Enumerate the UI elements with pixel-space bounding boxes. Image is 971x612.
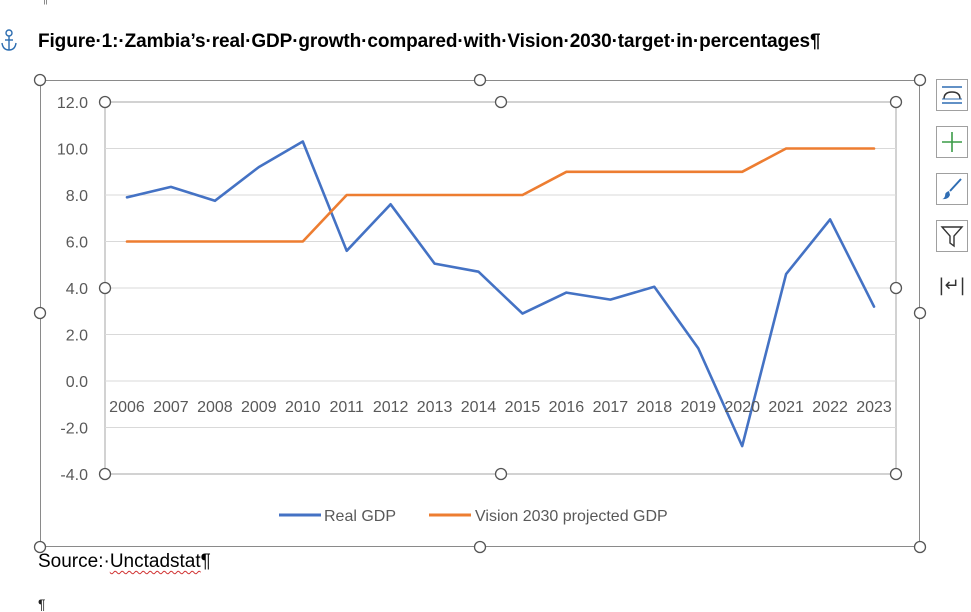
handle-middle-right[interactable] <box>913 306 927 320</box>
x-tick-label: 2008 <box>197 399 233 416</box>
handle-bottom-middle[interactable] <box>473 540 487 554</box>
handle-middle-left[interactable] <box>33 306 47 320</box>
x-tick-label: 2016 <box>549 399 585 416</box>
x-tick-label: 2017 <box>593 399 629 416</box>
layout-options-icon <box>942 86 962 104</box>
y-tick-label: 12.0 <box>57 95 88 112</box>
plot-handle-bottom-left[interactable] <box>98 467 112 481</box>
handle-bottom-left[interactable] <box>33 540 47 554</box>
plot-handle-bottom-right[interactable] <box>889 467 903 481</box>
paintbrush-icon <box>942 178 962 200</box>
chart-styles-button[interactable] <box>936 173 968 205</box>
y-tick-label: 10.0 <box>57 142 88 159</box>
series-line-real-gdp[interactable] <box>125 140 876 448</box>
x-tick-label: 2019 <box>680 399 716 416</box>
x-tick-label: 2007 <box>153 399 189 416</box>
layout-options-button[interactable] <box>936 79 968 111</box>
legend[interactable]: Real GDP Vision 2030 projected GDP <box>279 508 668 525</box>
chart-elements-button[interactable] <box>936 126 968 158</box>
figure-caption: Figure·1:·Zambia’s·real·GDP·growth·compa… <box>38 31 821 52</box>
y-tick-label: 2.0 <box>66 328 88 345</box>
x-tick-label: 2010 <box>285 399 321 416</box>
handle-top-left[interactable] <box>33 73 47 87</box>
x-tick-label: 2011 <box>329 399 364 416</box>
x-tick-label: 2018 <box>637 399 673 416</box>
series-lines[interactable] <box>125 140 876 448</box>
paragraph-mark: ¶ <box>42 0 48 6</box>
handle-top-middle[interactable] <box>473 73 487 87</box>
x-axis-labels: 2006 2007 2008 2009 2010 2011 2012 2013 2014 2015… <box>109 399 892 416</box>
handle-top-right[interactable] <box>913 73 927 87</box>
series-line-vision-gdp[interactable] <box>125 147 876 243</box>
chart-filters-button[interactable] <box>936 220 968 252</box>
plot-handle-top-right[interactable] <box>889 95 903 109</box>
x-tick-label: 2021 <box>768 399 804 416</box>
anchor-icon[interactable] <box>0 28 20 54</box>
source-paragraph-mark: ¶ <box>200 551 211 572</box>
x-tick-label: 2022 <box>812 399 848 416</box>
y-tick-label: 4.0 <box>66 281 88 298</box>
funnel-icon <box>940 226 964 248</box>
y-tick-label: 6.0 <box>66 235 88 252</box>
plus-icon <box>942 132 962 152</box>
x-tick-label: 2009 <box>241 399 277 416</box>
plot-handle-top-middle[interactable] <box>494 95 508 109</box>
plot-handle-middle-right[interactable] <box>889 281 903 295</box>
x-tick-label: 2015 <box>505 399 541 416</box>
plot-handle-middle-left[interactable] <box>98 281 112 295</box>
legend-label-vision-gdp: Vision 2030 projected GDP <box>475 508 668 525</box>
plot-area-handles[interactable] <box>98 95 903 481</box>
y-tick-label: -2.0 <box>60 421 88 438</box>
x-tick-label: 2013 <box>417 399 453 416</box>
x-tick-label: 2006 <box>109 399 145 416</box>
paragraph-mark-bottom: ¶ <box>38 596 46 612</box>
x-tick-label: 2014 <box>461 399 497 416</box>
chart-area-handles[interactable] <box>33 73 927 554</box>
plot-handle-top-left[interactable] <box>98 95 112 109</box>
handle-bottom-right[interactable] <box>913 540 927 554</box>
return-icon[interactable]: |↵| <box>938 275 966 296</box>
gridlines <box>105 148 896 428</box>
y-axis-labels: 12.0 10.0 8.0 6.0 4.0 2.0 0.0 -2.0 -4.0 <box>57 95 88 484</box>
x-tick-label: 2012 <box>373 399 409 416</box>
x-tick-label: 2023 <box>856 399 892 416</box>
y-tick-label: 0.0 <box>66 374 88 391</box>
x-tick-label: 2020 <box>724 399 760 416</box>
chart-area[interactable] <box>40 80 920 547</box>
source-prefix: Source:· <box>38 551 110 572</box>
y-tick-label: 8.0 <box>66 188 88 205</box>
y-tick-label: -4.0 <box>60 467 88 484</box>
source-link[interactable]: Unctadstat <box>109 551 201 572</box>
legend-label-real-gdp: Real GDP <box>324 508 396 525</box>
plot-handle-bottom-middle[interactable] <box>494 467 508 481</box>
source-line: Source:·Unctadstat¶ <box>38 551 211 573</box>
